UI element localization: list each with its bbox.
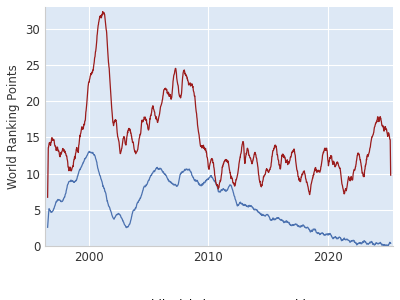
World #1 [198,144,203,148]
Phil Mickelson [87,150,92,153]
Phil Mickelson [45,226,50,229]
Phil Mickelson [72,181,76,184]
World #1 [204,152,209,155]
Line: World #1: World #1 [48,12,391,197]
Legend: Phil Mickelson, World #1: Phil Mickelson, World #1 [106,294,332,300]
World #1 [191,89,196,93]
Phil Mickelson [385,244,390,248]
Phil Mickelson [388,242,393,245]
World #1 [100,10,105,14]
Y-axis label: World Ranking Points: World Ranking Points [7,64,20,189]
World #1 [388,173,393,177]
Line: Phil Mickelson: Phil Mickelson [48,152,391,246]
Phil Mickelson [86,152,90,155]
Phil Mickelson [241,203,246,207]
Phil Mickelson [191,176,196,179]
Phil Mickelson [204,178,209,182]
Phil Mickelson [198,183,203,187]
World #1 [241,140,246,144]
World #1 [72,158,76,161]
World #1 [86,84,90,88]
World #1 [45,196,50,199]
